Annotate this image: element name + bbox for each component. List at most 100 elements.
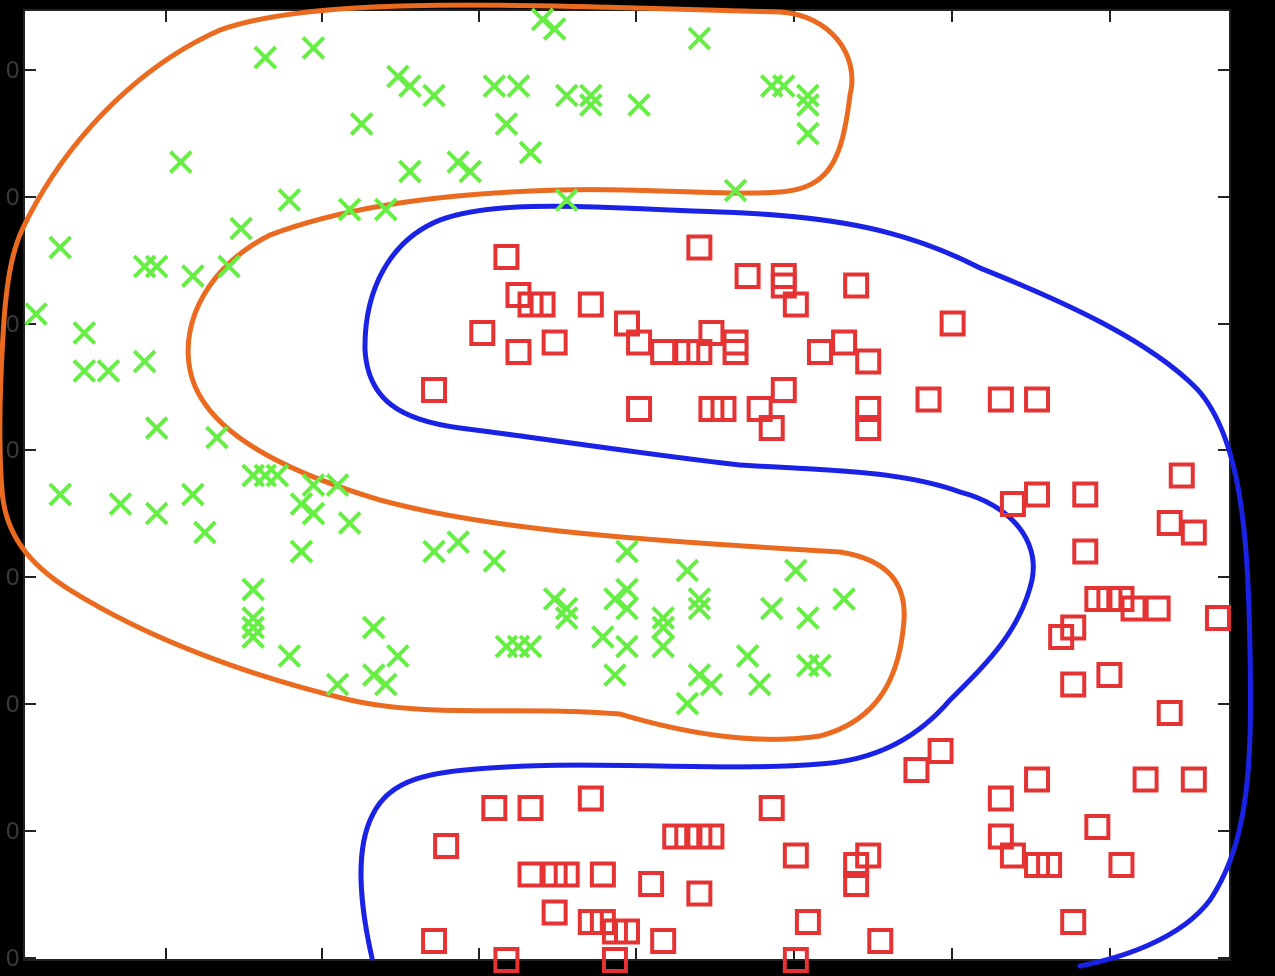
x-marker-stroke (518, 140, 543, 165)
green-x-marker (651, 615, 676, 640)
red-square-marker (433, 833, 460, 859)
green-x-marker (361, 615, 386, 640)
red-square-marker (855, 348, 882, 375)
green-x-marker (108, 492, 133, 516)
green-x-marker (205, 425, 229, 450)
x-marker-stroke (108, 492, 133, 516)
green-x-marker (241, 625, 265, 649)
green-x-marker (603, 663, 627, 687)
red-square-marker (782, 842, 809, 869)
x-marker-stroke (675, 558, 700, 583)
green-x-marker (277, 188, 302, 212)
red-square-marker (577, 291, 604, 318)
x-marker-stroke (96, 359, 121, 383)
x-marker-stroke (422, 539, 446, 564)
x-marker-stroke (542, 17, 567, 41)
red-square-marker (1084, 814, 1111, 840)
green-x-marker (72, 321, 97, 345)
red-square-marker (927, 738, 954, 764)
y-tick-label: 0 (6, 311, 19, 338)
green-x-marker (181, 482, 205, 507)
scatter-points (24, 7, 1231, 973)
x-marker-stroke (482, 549, 507, 573)
green-x-marker (615, 577, 639, 602)
red-square-marker (1024, 386, 1051, 413)
green-x-marker (796, 93, 820, 117)
red-square-marker (843, 852, 870, 878)
red-square-marker (493, 244, 520, 270)
green-x-marker (253, 45, 278, 70)
x-marker-stroke (241, 625, 265, 649)
blue-decision-boundary (358, 203, 1253, 969)
x-marker-stroke (494, 112, 519, 136)
red-square-marker (1060, 671, 1087, 698)
green-x-marker (337, 197, 362, 222)
x-marker-stroke (591, 625, 615, 649)
y-tick-label: 0 (6, 57, 19, 84)
red-square-marker (987, 386, 1014, 413)
green-x-marker (349, 112, 374, 136)
x-marker-stroke (675, 691, 700, 716)
green-x-marker (229, 216, 253, 241)
red-square-marker (710, 396, 737, 422)
red-square-marker (1156, 510, 1183, 536)
x-marker-stroke (832, 587, 856, 611)
red-square-marker (1120, 595, 1147, 622)
red-square-marker (577, 785, 604, 812)
x-marker-stroke (446, 530, 470, 554)
green-x-marker (506, 74, 531, 98)
x-marker-stroke (603, 663, 627, 687)
red-square-marker (601, 947, 628, 973)
x-marker-stroke (615, 634, 639, 659)
x-marker-stroke (301, 473, 326, 497)
green-x-marker (832, 587, 856, 611)
red-square-marker (553, 861, 580, 888)
green-x-marker (265, 463, 290, 488)
red-square-marker (421, 928, 448, 954)
green-x-marker (699, 672, 724, 697)
x-marker-stroke (747, 672, 772, 697)
red-square-marker (782, 291, 809, 318)
green-x-marker (554, 83, 579, 108)
y-tick-label: 0 (6, 564, 19, 591)
green-x-marker (784, 558, 808, 583)
green-x-marker (422, 539, 446, 564)
x-marker-stroke (361, 663, 386, 687)
x-marker-stroke (181, 482, 205, 507)
x-marker-stroke (48, 482, 73, 507)
axis-ticks: 0 0 0 0 0 0 0 0 (6, 10, 1230, 972)
green-x-marker (482, 549, 507, 573)
red-square-marker (626, 329, 653, 356)
red-square-marker (614, 918, 640, 945)
red-square-marker (1168, 462, 1195, 489)
x-marker-stroke (615, 577, 639, 602)
x-marker-stroke (144, 501, 169, 526)
red-square-marker (1204, 605, 1231, 631)
green-x-marker (687, 587, 712, 611)
green-x-marker (422, 83, 446, 108)
red-square-marker (999, 491, 1026, 517)
green-x-marker (615, 596, 639, 621)
y-tick-label: 0 (6, 691, 19, 718)
x-marker-stroke (518, 634, 543, 659)
x-marker-stroke (253, 45, 278, 70)
red-square-marker (1144, 595, 1171, 622)
green-x-marker (241, 577, 265, 602)
x-marker-stroke (48, 235, 73, 260)
green-x-marker (458, 159, 483, 184)
x-marker-stroke (687, 26, 712, 51)
green-x-marker (337, 511, 362, 535)
x-marker-stroke (325, 473, 350, 497)
green-x-marker (277, 644, 302, 668)
x-marker-stroke (373, 672, 398, 697)
x-marker-stroke (723, 178, 748, 203)
red-square-marker (469, 320, 496, 346)
x-marker-stroke (144, 254, 169, 279)
green-x-marker (96, 359, 121, 383)
x-marker-stroke (759, 596, 784, 621)
x-marker-stroke (301, 501, 326, 526)
green-x-marker (144, 501, 169, 526)
y-tick-label: 0 (6, 437, 19, 464)
